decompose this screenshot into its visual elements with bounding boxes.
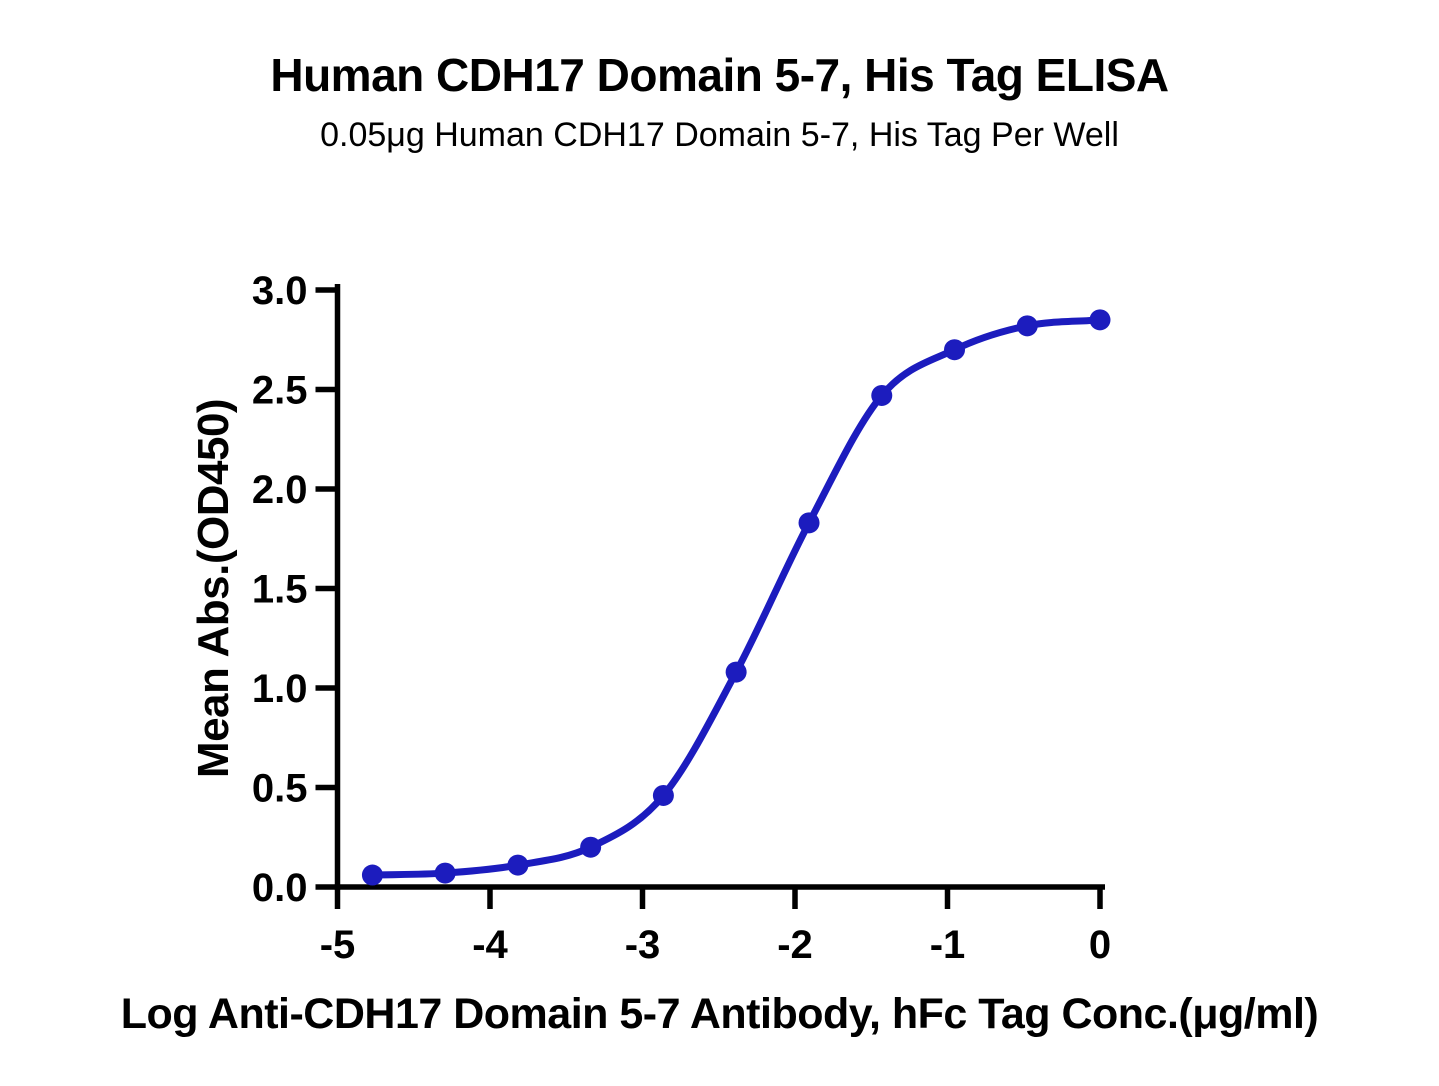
y-tick-label: 0.0	[252, 866, 308, 910]
y-tick-label: 2.5	[252, 369, 308, 413]
x-tick-label: -5	[320, 923, 356, 967]
dose-response-curve	[368, 316, 1104, 879]
x-tick-label: 0	[1089, 923, 1111, 967]
data-point-marker	[434, 862, 456, 884]
data-point-marker	[871, 384, 893, 406]
data-point-marker	[1016, 315, 1038, 337]
data-point-marker	[1089, 309, 1111, 331]
x-tick-label: -4	[472, 923, 508, 967]
y-tick-label: 1.0	[252, 667, 308, 711]
data-point-marker	[507, 854, 529, 876]
data-point-marker	[798, 512, 820, 534]
chart-title: Human CDH17 Domain 5-7, His Tag ELISA	[270, 49, 1169, 101]
y-tick-label: 2.0	[252, 468, 308, 512]
data-point-marker	[652, 784, 674, 806]
y-tick-label: 1.5	[252, 568, 308, 612]
y-tick-label: 3.0	[252, 269, 308, 313]
y-axis-title: Mean Abs.(OD450)	[189, 399, 238, 778]
y-tick-label: 0.5	[252, 767, 308, 811]
x-tick-label: -3	[625, 923, 661, 967]
data-point-marker	[944, 339, 966, 361]
data-point-marker	[361, 864, 383, 886]
data-point-marker	[580, 836, 602, 858]
chart-subtitle: 0.05μg Human CDH17 Domain 5-7, His Tag P…	[320, 116, 1119, 154]
x-tick-label: -1	[930, 923, 966, 967]
x-tick-label: -2	[777, 923, 813, 967]
x-axis-title: Log Anti-CDH17 Domain 5-7 Antibody, hFc …	[120, 990, 1319, 1038]
data-point-marker	[725, 661, 747, 683]
